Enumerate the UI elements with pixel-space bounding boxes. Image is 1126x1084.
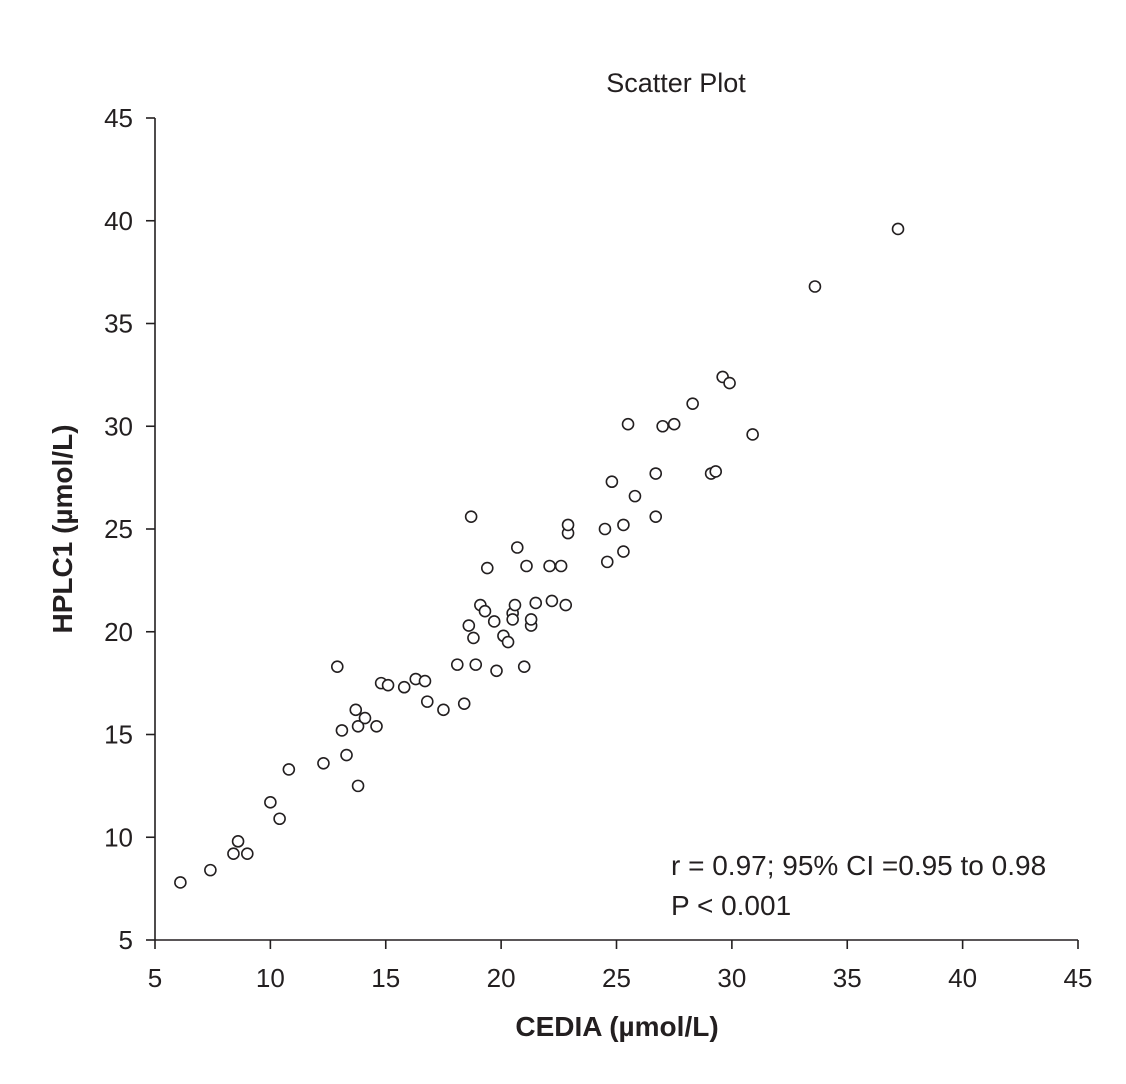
y-tick-label: 20 [104, 617, 133, 647]
data-point [649, 510, 663, 523]
x-tick-label: 35 [833, 963, 862, 993]
data-point [462, 619, 476, 632]
data-point [709, 465, 723, 478]
y-tick-label: 15 [104, 720, 133, 750]
data-point [529, 596, 543, 610]
data-point [808, 280, 822, 293]
data-point [273, 812, 286, 826]
data-point [349, 703, 363, 717]
data-point [891, 222, 905, 236]
data-point [501, 635, 515, 649]
x-tick-label: 10 [256, 963, 285, 993]
data-point [397, 680, 411, 694]
x-axis-title: CEDIA (µmol/L) [515, 1011, 718, 1042]
y-tick-label: 35 [104, 309, 133, 339]
data-point [506, 613, 519, 626]
data-point [559, 598, 573, 612]
data-point [231, 835, 245, 848]
data-point [381, 678, 395, 692]
y-tick-label: 10 [104, 822, 133, 852]
x-axis: 5 10 15 20 25 30 35 40 45 [148, 939, 1093, 993]
data-point [241, 847, 254, 860]
data-point [746, 428, 759, 441]
y-axis: 5 10 15 20 25 30 35 40 45 [104, 103, 156, 955]
chart-title: Scatter Plot [606, 68, 746, 98]
data-point [370, 719, 383, 733]
data-point [351, 779, 365, 793]
x-tick-label: 15 [371, 963, 400, 993]
data-point [330, 660, 344, 673]
data-point [467, 631, 480, 645]
data-point [617, 518, 630, 532]
data-point [437, 703, 450, 717]
data-point [543, 559, 556, 573]
y-tick-label: 25 [104, 514, 133, 544]
data-point [351, 719, 365, 733]
data-point [520, 559, 533, 573]
data-point [517, 660, 531, 673]
data-point [420, 695, 434, 708]
x-tick-label: 40 [948, 963, 977, 993]
data-point [561, 518, 575, 532]
data-points [174, 222, 905, 889]
data-point [605, 475, 619, 489]
y-tick-label: 5 [119, 925, 133, 955]
data-point [457, 697, 471, 710]
data-point [204, 863, 217, 877]
data-point [480, 561, 494, 575]
data-point [723, 376, 736, 390]
data-point [617, 545, 630, 558]
y-tick-label: 40 [104, 206, 133, 236]
data-point [598, 522, 612, 536]
x-tick-label: 30 [717, 963, 746, 993]
x-tick-label: 25 [602, 963, 631, 993]
data-point [335, 724, 349, 737]
data-point [656, 419, 669, 433]
data-point [524, 613, 538, 626]
data-point [628, 489, 642, 503]
data-point [621, 417, 635, 431]
data-point [227, 847, 240, 860]
data-point [450, 658, 464, 671]
data-point [487, 615, 501, 628]
data-point [418, 674, 432, 688]
data-point [358, 711, 372, 725]
data-point [508, 598, 522, 612]
data-point [667, 417, 681, 431]
correlation-annotation: r = 0.97; 95% CI =0.95 to 0.98 [671, 850, 1046, 881]
p-value-annotation: P < 0.001 [671, 890, 791, 921]
y-axis-title: HPLC1 (µmol/L) [47, 424, 78, 633]
data-point [510, 541, 524, 554]
y-tick-label: 45 [104, 103, 133, 133]
x-tick-label: 20 [487, 963, 516, 993]
data-point [469, 658, 483, 671]
data-point [478, 604, 492, 618]
data-point [554, 559, 568, 573]
data-point [649, 467, 663, 480]
data-point [686, 397, 699, 410]
data-point [174, 876, 187, 889]
data-point [464, 510, 478, 523]
y-tick-label: 30 [104, 411, 133, 441]
x-tick-label: 5 [148, 963, 162, 993]
data-point [282, 763, 296, 776]
data-point [340, 748, 353, 762]
x-tick-label: 45 [1064, 963, 1093, 993]
data-point [317, 756, 330, 770]
data-point [600, 555, 614, 569]
data-point [490, 664, 503, 678]
data-point [545, 594, 559, 608]
data-point [264, 796, 277, 809]
